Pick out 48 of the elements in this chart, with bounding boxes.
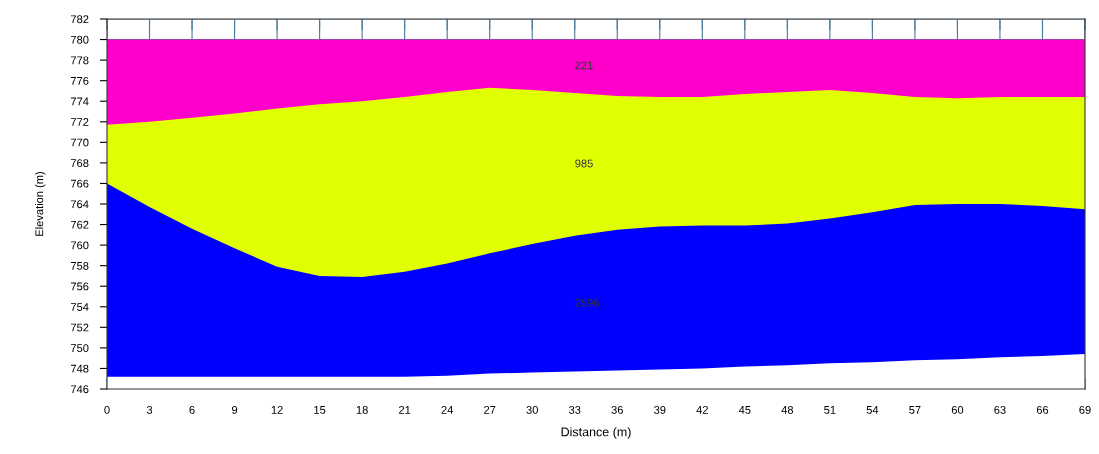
y-tick-label: 748 — [70, 364, 89, 373]
annotation: 985 — [575, 159, 593, 168]
x-tick-label: 48 — [781, 405, 794, 414]
y-tick-label: 768 — [70, 159, 89, 168]
x-tick-label: 45 — [738, 406, 751, 414]
x-tick-label: 33 — [568, 405, 581, 414]
x-tick-label: 3 — [146, 405, 153, 414]
annotation: 2696 — [575, 298, 599, 307]
x-tick-label: 66 — [1036, 405, 1049, 414]
y-tick-label: 756 — [70, 282, 89, 291]
x-axis-title: Distance (m) — [561, 427, 631, 439]
y-tick-label: 778 — [70, 56, 89, 65]
y-tick-label: 760 — [70, 241, 89, 250]
y-axis-title: Elevation (m) — [35, 171, 46, 236]
y-tick-label: 780 — [70, 35, 89, 44]
x-tick-label: 51 — [824, 406, 836, 414]
y-tick-label: 772 — [70, 118, 89, 126]
x-tick-label: 0 — [104, 405, 110, 414]
x-tick-label: 21 — [399, 405, 411, 414]
x-tick-label: 24 — [441, 405, 454, 414]
y-tick-label: 782 — [70, 15, 89, 24]
x-tick-label: 12 — [271, 405, 283, 414]
x-tick-label: 30 — [526, 405, 538, 414]
x-tick-label: 15 — [314, 406, 326, 414]
x-tick-label: 39 — [654, 405, 666, 414]
x-tick-label: 57 — [909, 406, 921, 414]
y-tick-label: 776 — [70, 76, 89, 85]
x-tick-label: 60 — [951, 405, 964, 414]
y-tick-label: 758 — [70, 261, 89, 270]
y-tick-label: 754 — [70, 303, 89, 311]
y-tick-label: 752 — [70, 323, 89, 332]
x-tick-label: 27 — [484, 405, 496, 414]
x-tick-label: 6 — [189, 405, 195, 414]
y-tick-label: 774 — [70, 97, 89, 106]
x-tick-label: 42 — [696, 405, 708, 414]
y-tick-label: 762 — [70, 220, 89, 229]
y-tick-label: 770 — [70, 138, 89, 147]
y-tick-label: 764 — [70, 200, 89, 209]
x-tick-label: 36 — [611, 405, 623, 414]
y-tick-label: 766 — [70, 179, 89, 188]
y-tick-label: 746 — [70, 385, 89, 394]
y-tick-label: 750 — [70, 344, 89, 353]
x-tick-label: 9 — [232, 405, 238, 414]
annotation: 221 — [575, 61, 593, 70]
x-tick-label: 18 — [356, 405, 368, 414]
x-tick-label: 69 — [1079, 405, 1091, 414]
x-tick-label: 63 — [994, 405, 1006, 414]
x-tick-label: 54 — [866, 406, 879, 414]
